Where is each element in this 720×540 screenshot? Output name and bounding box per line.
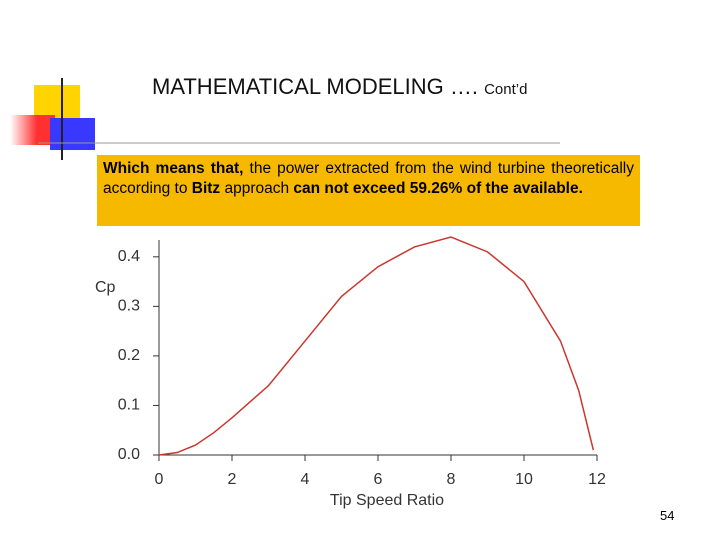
x-tick-label: 2 — [228, 471, 237, 488]
y-tick-label: 0.0 — [118, 446, 140, 463]
callout-text: Bitz — [191, 180, 221, 197]
callout-text: the power extracted from the wind turbin… — [103, 160, 634, 197]
y-axis-label: Cp — [95, 279, 116, 296]
page-number: 54 — [660, 508, 675, 523]
title-suffix: Cont’d — [484, 81, 528, 98]
x-tick-label: 6 — [374, 471, 383, 488]
callout: Which means that, the power extracted fr… — [97, 155, 640, 226]
deco-square — [50, 118, 95, 150]
line-series — [158, 236, 595, 456]
x-axis-label: Tip Speed Ratio — [330, 492, 444, 509]
callout-text: can not exceed — [293, 180, 406, 197]
callout-text: Which means that, — [103, 160, 244, 177]
y-tick-label: 0.4 — [118, 248, 140, 265]
y-tick-label: 0.2 — [118, 347, 140, 364]
deco-square — [10, 115, 55, 145]
y-tick-label: 0.3 — [118, 298, 140, 315]
x-tick-label: 0 — [155, 471, 164, 488]
title-text: MATHEMATICAL MODELING …. — [152, 74, 478, 99]
x-tick-label: 12 — [588, 471, 606, 488]
callout-text: approach — [220, 180, 294, 197]
x-tick-label: 10 — [515, 471, 533, 488]
slide-title: MATHEMATICAL MODELING …. Cont’d — [152, 74, 527, 100]
callout-text: 59.26% of the available. — [409, 180, 583, 197]
y-tick-label: 0.1 — [118, 397, 140, 414]
x-tick-label: 8 — [447, 471, 456, 488]
x-tick-label: 4 — [301, 471, 310, 488]
